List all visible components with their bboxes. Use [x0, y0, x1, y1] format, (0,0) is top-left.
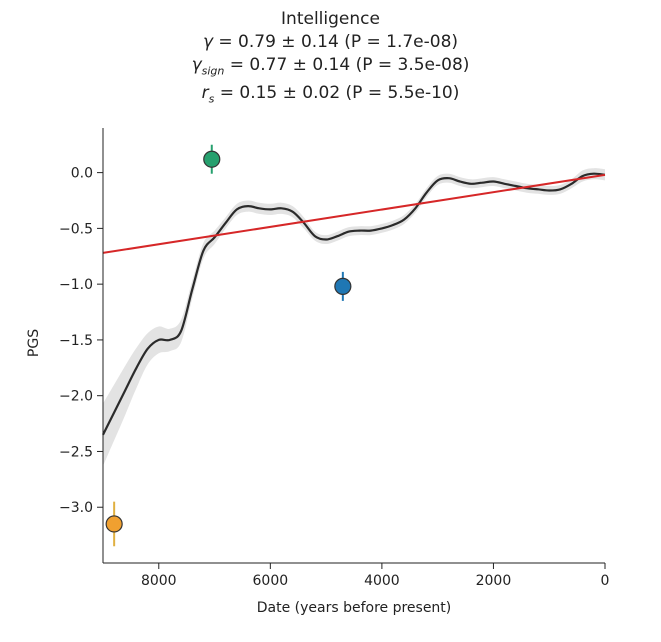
stat-gamma-sign-text: = 0.77 ± 0.14 (P = 3.5e-08) [224, 55, 470, 75]
stat-gamma-symbol: γ [202, 32, 213, 52]
confidence-band-layer [103, 168, 605, 466]
y-tick-label: −2.5 [59, 444, 93, 460]
regression-line [102, 173, 606, 254]
stat-r-s-symbol: r [201, 83, 209, 104]
x-tick-label: 4000 [364, 573, 400, 589]
stat-r-s-sub: s [208, 92, 215, 106]
y-tick-label: 0.0 [71, 166, 93, 182]
stat-r-s: rs = 0.15 ± 0.02 (P = 5.5e-10) [0, 82, 661, 110]
stat-r-s-text: = 0.15 ± 0.02 (P = 5.5e-10) [214, 83, 460, 104]
stat-gamma-sign-sub: sign [201, 64, 225, 78]
x-tick-label: 2000 [476, 573, 512, 589]
x-tick-label: 0 [601, 573, 610, 589]
chart-title-block: Intelligence γ = 0.79 ± 0.14 (P = 1.7e-0… [0, 8, 661, 111]
y-tick-label: −0.5 [59, 221, 93, 237]
pgs-trend-line [102, 172, 606, 436]
sample-point [203, 150, 221, 168]
stat-gamma-sign: γsign = 0.77 ± 0.14 (P = 3.5e-08) [0, 54, 661, 82]
x-tick-label: 6000 [253, 573, 289, 589]
y-tick-label: −2.0 [59, 389, 93, 405]
y-tick-label: −1.5 [59, 333, 93, 349]
line-layer [102, 172, 606, 436]
x-tick-label: 8000 [141, 573, 177, 589]
y-tick-label: −1.0 [59, 277, 93, 293]
point-layer [105, 144, 352, 547]
y-axis-label: PGS [26, 329, 42, 357]
y-tick-label: −3.0 [59, 500, 93, 516]
stat-gamma-sign-symbol: γ [191, 55, 202, 75]
sample-point [105, 515, 123, 533]
stat-gamma-text: = 0.79 ± 0.14 (P = 1.7e-08) [213, 32, 459, 52]
axis-layer: 0.0 −0.5 −1.0 −1.5 −2.0 −2.5 −3.0 8000 6000 4000 2… [59, 128, 609, 589]
chart-title: Intelligence [281, 9, 380, 29]
pgs-confidence-band [103, 168, 605, 466]
sample-point [334, 277, 352, 295]
x-axis-label: Date (years before present) [257, 600, 452, 616]
stat-gamma: γ = 0.79 ± 0.14 (P = 1.7e-08) [0, 31, 661, 54]
